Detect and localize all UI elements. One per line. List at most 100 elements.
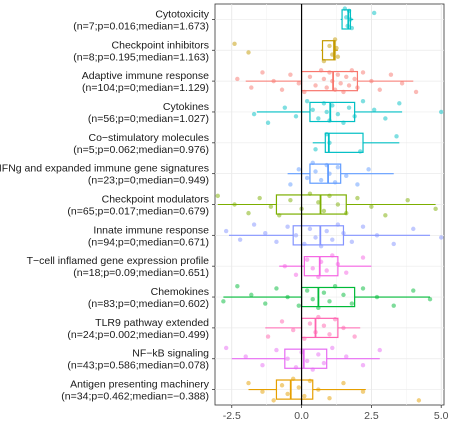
data-point [316, 116, 321, 121]
data-point [360, 286, 366, 291]
data-point [411, 288, 416, 293]
category-name: NF−kB signaling [132, 348, 209, 360]
data-point [344, 173, 349, 179]
box-iqr [284, 348, 328, 369]
category-name: Antigen presenting machinery [70, 379, 210, 391]
category-name: Checkpoint modulators [102, 194, 209, 206]
category-stats: (n=56;p=0;median=1.027) [88, 113, 209, 125]
data-point [416, 398, 422, 403]
data-point [391, 303, 396, 308]
data-point [371, 107, 377, 113]
box-iqr [275, 194, 347, 215]
data-point [290, 327, 296, 333]
category-stats: (n=23;p=0;median=0.949) [88, 175, 209, 187]
box-iqr [321, 40, 336, 61]
category-name: Adaptive immune response [82, 70, 209, 82]
data-point [344, 74, 349, 79]
data-point [316, 352, 321, 357]
data-point [405, 197, 410, 203]
data-point [296, 303, 301, 308]
data-point [304, 288, 310, 293]
data-point [349, 239, 355, 245]
data-point [296, 385, 301, 390]
data-point [360, 70, 366, 75]
data-point [355, 182, 360, 187]
data-point [369, 204, 374, 209]
data-point [313, 235, 318, 240]
data-point [249, 85, 254, 90]
data-point [399, 81, 405, 86]
data-point [235, 284, 240, 289]
category-stats: (n=18;p=0.09;median=0.651) [73, 267, 209, 279]
data-point [263, 230, 268, 236]
data-point [377, 87, 382, 92]
data-point [249, 292, 254, 298]
x-tick-label: 5.0 [434, 410, 449, 422]
data-point [221, 299, 226, 304]
category-name: IFNg and expanded immune gene signatures [0, 163, 209, 175]
category-name: Checkpoint inhibitors [112, 39, 209, 51]
data-point [321, 290, 327, 295]
category-labels: Cytotoxicity(n=7;p=0.016;median=1.673) Ch… [0, 8, 215, 403]
data-point [307, 378, 313, 384]
category-stats: (n=8;p=0.195;median=1.163) [73, 51, 209, 63]
data-point [360, 98, 366, 104]
data-point [360, 389, 366, 394]
category-stats: (n=43;p=0.586;median=0.078) [67, 360, 209, 372]
data-point [285, 391, 290, 397]
category-name: Cytotoxicity [155, 8, 209, 20]
data-point [274, 286, 279, 291]
data-point [341, 292, 346, 298]
data-point [279, 87, 285, 92]
data-point [296, 81, 301, 86]
data-point [344, 15, 349, 20]
x-tick-label: 0.0 [294, 410, 309, 422]
data-point [335, 111, 341, 117]
data-point [304, 175, 310, 181]
box-iqr [341, 9, 352, 30]
data-point [285, 224, 290, 229]
category-stats: (n=94;p=0;median=0.671) [88, 236, 209, 248]
category-name: Chemokines [151, 286, 209, 298]
data-point [304, 257, 310, 262]
data-point [321, 208, 327, 214]
box-series [217, 4, 436, 405]
data-point [318, 177, 324, 183]
data-point [246, 50, 251, 55]
data-point [346, 105, 352, 110]
data-point [355, 195, 360, 201]
category-stats: (n=104;p=0;median=1.129) [82, 82, 209, 94]
data-point [324, 268, 329, 273]
data-point [346, 83, 352, 88]
data-point [330, 345, 335, 351]
data-point [293, 114, 299, 119]
data-point [251, 111, 257, 117]
box-iqr [275, 379, 314, 400]
data-point [274, 239, 279, 245]
data-point [332, 180, 338, 185]
data-point [271, 398, 276, 403]
data-point [223, 345, 229, 351]
data-point [324, 228, 329, 234]
category-stats: (n=7;p=0.016;median=1.673) [73, 20, 209, 32]
data-point [293, 365, 299, 370]
data-point [307, 226, 313, 232]
data-point [411, 226, 416, 232]
data-point [232, 41, 237, 46]
data-point [439, 109, 444, 115]
data-point [360, 224, 366, 229]
data-point [288, 182, 293, 187]
data-point [304, 98, 310, 104]
data-point [330, 237, 335, 242]
data-point [394, 134, 399, 139]
data-point [327, 43, 332, 49]
data-point [243, 354, 248, 359]
data-point [427, 296, 433, 302]
data-point [383, 116, 388, 121]
data-point [324, 85, 329, 90]
data-point [288, 197, 293, 203]
data-point [246, 380, 251, 386]
data-point [285, 356, 290, 361]
data-point [310, 266, 315, 271]
data-point [313, 169, 318, 174]
